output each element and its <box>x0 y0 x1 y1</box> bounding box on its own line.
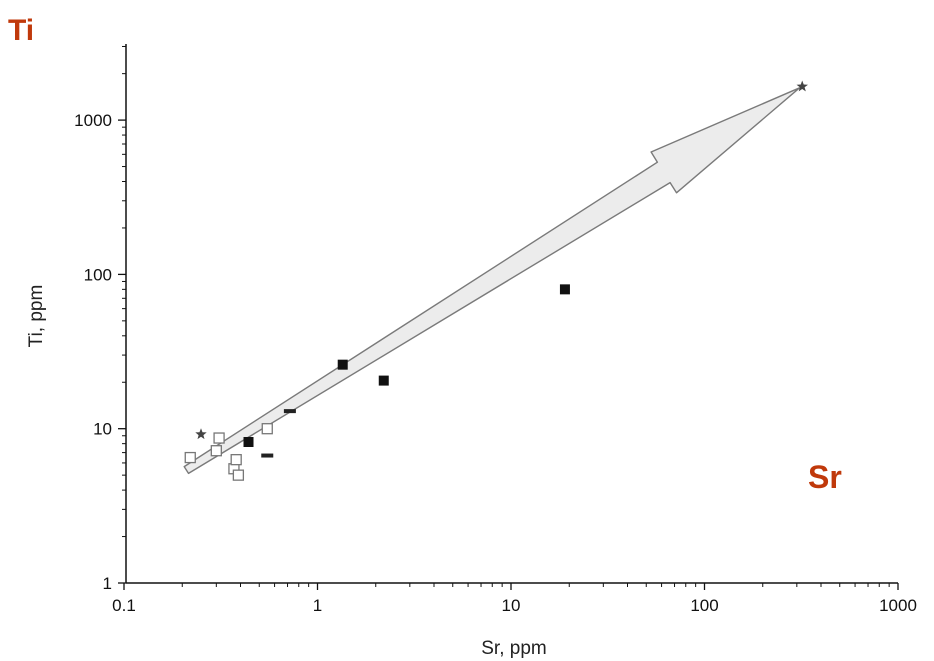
trend-arrow <box>183 87 801 475</box>
data-point <box>230 454 242 466</box>
x-tick-label: 10 <box>502 596 521 615</box>
y-axis-title: Ti, ppm <box>26 285 47 348</box>
data-point <box>337 359 348 370</box>
x-tick-label: 100 <box>690 596 718 615</box>
data-point <box>261 423 273 435</box>
data-point <box>213 432 225 444</box>
overlay-label-ti: Ti <box>8 14 34 47</box>
data-point <box>796 80 808 92</box>
axes <box>125 44 898 584</box>
data-point <box>283 409 296 414</box>
data-point <box>243 436 254 447</box>
y-tick-label: 1000 <box>74 111 112 130</box>
y-tick-label: 10 <box>93 420 112 439</box>
trend-arrow-layer <box>183 87 801 475</box>
data-points <box>184 80 808 481</box>
data-point <box>378 375 389 386</box>
y-tick-label: 1 <box>103 574 112 593</box>
data-point <box>184 451 196 464</box>
data-point <box>195 428 207 440</box>
ticks <box>118 45 899 590</box>
overlay-label-sr: Sr <box>808 459 842 495</box>
data-point <box>261 453 274 458</box>
data-point <box>210 445 222 457</box>
x-tick-label: 0.1 <box>112 596 136 615</box>
data-point <box>559 284 570 295</box>
x-tick-label: 1000 <box>879 596 917 615</box>
y-tick-label: 100 <box>84 265 112 284</box>
x-axis-title: Sr, ppm <box>481 638 546 659</box>
x-tick-label: 1 <box>313 596 322 615</box>
data-point <box>232 469 245 481</box>
